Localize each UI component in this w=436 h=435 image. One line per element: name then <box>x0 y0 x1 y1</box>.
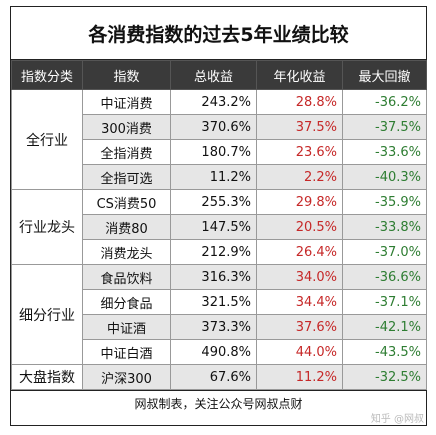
index-name: 中证白酒 <box>82 339 171 365</box>
annual-return: 26.4% <box>256 239 343 265</box>
index-name: 沪深300 <box>82 364 171 390</box>
table-row: 中证酒 373.3% 37.6% -42.1% <box>12 314 427 340</box>
total-return: 11.2% <box>170 164 257 190</box>
total-return: 370.6% <box>170 114 257 140</box>
index-name: 全指可选 <box>82 164 171 190</box>
annual-return: 37.6% <box>256 314 343 340</box>
category-cell: 细分行业 <box>11 264 83 365</box>
header-max-drawdown: 最大回撤 <box>342 60 427 90</box>
total-return: 180.7% <box>170 139 257 165</box>
max-drawdown: -37.5% <box>342 114 427 140</box>
annual-return: 34.0% <box>256 264 343 290</box>
total-return: 490.8% <box>170 339 257 365</box>
header-total-return: 总收益 <box>170 60 257 90</box>
header-row: 指数分类 指数 总收益 年化收益 最大回撤 <box>11 60 427 90</box>
total-return: 67.6% <box>170 364 257 390</box>
performance-table: 指数分类 指数 总收益 年化收益 最大回撤 全行业 中证消费 243.2% 28… <box>11 60 427 390</box>
annual-return: 37.5% <box>256 114 343 140</box>
max-drawdown: -43.5% <box>342 339 427 365</box>
index-name: 中证消费 <box>82 89 171 115</box>
total-return: 212.9% <box>170 239 257 265</box>
category-cell: 大盘指数 <box>11 364 83 390</box>
annual-return: 20.5% <box>256 214 343 240</box>
total-return: 243.2% <box>170 89 257 115</box>
table-row: 大盘指数 沪深300 67.6% 11.2% -32.5% <box>11 364 427 390</box>
max-drawdown: -35.9% <box>342 189 427 215</box>
annual-return: 34.4% <box>256 289 343 315</box>
table-row: 细分行业 食品饮料 316.3% 34.0% -36.6% <box>11 264 427 365</box>
index-name: 消费龙头 <box>82 239 171 265</box>
max-drawdown: -37.0% <box>342 239 427 265</box>
table-row: 消费80 147.5% 20.5% -33.8% <box>12 214 427 240</box>
index-name: 中证酒 <box>82 314 171 340</box>
annual-return: 23.6% <box>256 139 343 165</box>
header-category: 指数分类 <box>11 60 83 90</box>
table-footer-note: 网叔制表，关注公众号网叔点财 <box>11 390 426 415</box>
comparison-table-card: 各消费指数的过去5年业绩比较 指数分类 指数 总收益 年化收益 最大回撤 全行业… <box>10 6 427 426</box>
category-cell: 行业龙头 <box>11 189 83 265</box>
max-drawdown: -33.8% <box>342 214 427 240</box>
table-title: 各消费指数的过去5年业绩比较 <box>11 7 426 60</box>
annual-return: 2.2% <box>256 164 343 190</box>
table-row: 300消费 370.6% 37.5% -37.5% <box>12 114 427 140</box>
annual-return: 28.8% <box>256 89 343 115</box>
table-row: 全指消费 180.7% 23.6% -33.6% <box>12 139 427 165</box>
table-row: 细分食品 321.5% 34.4% -37.1% <box>12 289 427 315</box>
annual-return: 29.8% <box>256 189 343 215</box>
table-row: 行业龙头 CS消费50 255.3% 29.8% -35.9% <box>11 189 427 265</box>
total-return: 255.3% <box>170 189 257 215</box>
max-drawdown: -37.1% <box>342 289 427 315</box>
index-name: 300消费 <box>82 114 171 140</box>
total-return: 316.3% <box>170 264 257 290</box>
max-drawdown: -42.1% <box>342 314 427 340</box>
table-row: 消费龙头 212.9% 26.4% -37.0% <box>12 239 427 265</box>
table-row: 全行业 中证消费 243.2% 28.8% -36.2% <box>11 89 427 190</box>
category-cell: 全行业 <box>11 89 83 190</box>
index-name: 细分食品 <box>82 289 171 315</box>
max-drawdown: -40.3% <box>342 164 427 190</box>
max-drawdown: -33.6% <box>342 139 427 165</box>
annual-return: 44.0% <box>256 339 343 365</box>
total-return: 321.5% <box>170 289 257 315</box>
total-return: 147.5% <box>170 214 257 240</box>
index-name: 食品饮料 <box>82 264 171 290</box>
max-drawdown: -36.6% <box>342 264 427 290</box>
max-drawdown: -36.2% <box>342 89 427 115</box>
header-annual-return: 年化收益 <box>256 60 343 90</box>
index-name: CS消费50 <box>82 189 171 215</box>
max-drawdown: -32.5% <box>342 364 427 390</box>
watermark-text: 知乎 @网叔 <box>370 414 424 425</box>
header-index: 指数 <box>82 60 171 90</box>
index-name: 消费80 <box>82 214 171 240</box>
total-return: 373.3% <box>170 314 257 340</box>
table-row: 全指可选 11.2% 2.2% -40.3% <box>12 164 427 190</box>
index-name: 全指消费 <box>82 139 171 165</box>
annual-return: 11.2% <box>256 364 343 390</box>
